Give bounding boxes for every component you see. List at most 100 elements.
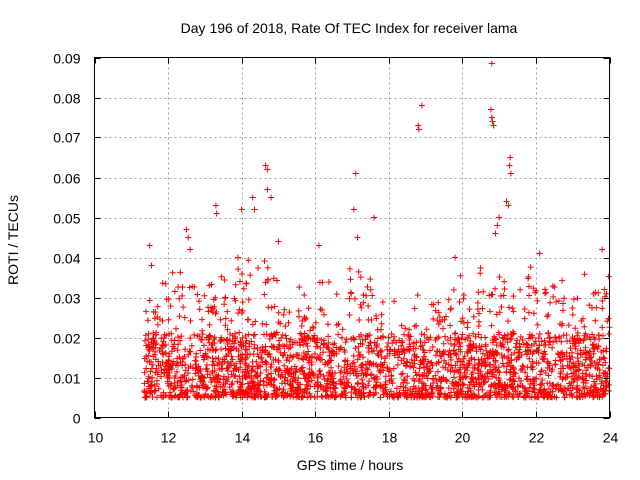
data-point bbox=[572, 339, 579, 346]
data-point bbox=[253, 358, 260, 365]
data-point bbox=[168, 381, 175, 388]
data-point bbox=[168, 365, 175, 372]
data-point bbox=[355, 348, 362, 355]
data-point bbox=[306, 378, 313, 385]
data-point bbox=[470, 340, 477, 347]
data-point bbox=[436, 385, 443, 392]
data-point bbox=[370, 360, 377, 367]
data-point bbox=[505, 318, 512, 325]
data-point bbox=[347, 370, 354, 377]
data-point bbox=[239, 299, 246, 306]
data-point bbox=[526, 331, 533, 338]
data-point bbox=[332, 385, 339, 392]
data-point bbox=[273, 277, 280, 284]
data-point bbox=[217, 316, 224, 323]
data-point bbox=[378, 347, 385, 354]
data-point bbox=[362, 370, 369, 377]
data-point bbox=[148, 365, 155, 372]
data-point bbox=[235, 266, 242, 273]
data-point bbox=[440, 325, 447, 332]
data-point bbox=[414, 388, 421, 395]
data-point bbox=[426, 368, 433, 375]
data-point bbox=[186, 348, 193, 355]
data-point bbox=[206, 321, 213, 328]
data-point bbox=[403, 379, 410, 386]
data-point bbox=[173, 368, 180, 375]
data-point bbox=[422, 387, 429, 394]
data-point bbox=[167, 392, 174, 399]
data-point bbox=[415, 122, 422, 129]
data-point bbox=[346, 265, 353, 272]
data-point bbox=[283, 335, 290, 342]
data-point bbox=[508, 351, 515, 358]
data-point bbox=[493, 342, 500, 349]
data-point bbox=[593, 386, 600, 393]
data-point bbox=[391, 298, 398, 305]
data-point bbox=[538, 390, 545, 397]
data-point bbox=[185, 234, 192, 241]
data-point bbox=[268, 370, 275, 377]
data-point bbox=[243, 354, 250, 361]
data-point bbox=[221, 373, 228, 380]
data-point bbox=[524, 373, 531, 380]
data-point bbox=[467, 387, 474, 394]
data-point bbox=[539, 355, 546, 362]
data-point bbox=[582, 344, 589, 351]
data-point bbox=[338, 390, 345, 397]
data-point bbox=[202, 350, 209, 357]
tick-marks bbox=[94, 57, 611, 419]
data-point bbox=[157, 344, 164, 351]
data-point bbox=[516, 349, 523, 356]
data-point bbox=[312, 319, 319, 326]
data-point bbox=[310, 325, 317, 332]
data-point bbox=[352, 170, 359, 177]
data-point bbox=[322, 361, 329, 368]
data-point bbox=[304, 343, 311, 350]
data-point bbox=[378, 320, 385, 327]
data-point bbox=[476, 393, 483, 400]
data-point bbox=[303, 374, 310, 381]
data-point bbox=[382, 379, 389, 386]
data-point bbox=[218, 366, 225, 373]
data-point bbox=[574, 332, 581, 339]
data-point bbox=[477, 265, 484, 272]
data-point bbox=[271, 384, 278, 391]
data-point bbox=[521, 305, 528, 312]
data-point bbox=[552, 357, 559, 364]
data-point bbox=[558, 338, 565, 345]
data-point bbox=[305, 335, 312, 342]
data-point bbox=[226, 384, 233, 391]
data-point bbox=[328, 347, 335, 354]
data-point bbox=[451, 330, 458, 337]
data-point bbox=[475, 310, 482, 317]
data-point bbox=[603, 348, 610, 355]
data-point bbox=[570, 360, 577, 367]
data-point bbox=[328, 357, 335, 364]
data-point bbox=[591, 336, 598, 343]
data-point bbox=[594, 365, 601, 372]
y-axis-label: ROTI / TECUs bbox=[5, 195, 21, 285]
data-point bbox=[535, 335, 542, 342]
data-point bbox=[561, 295, 568, 302]
data-point bbox=[278, 392, 285, 399]
data-point bbox=[566, 391, 573, 398]
data-point bbox=[219, 388, 226, 395]
data-point bbox=[584, 364, 591, 371]
data-point bbox=[384, 352, 391, 359]
data-point bbox=[538, 380, 545, 387]
data-point bbox=[176, 313, 183, 320]
data-point bbox=[459, 380, 466, 387]
data-point bbox=[214, 378, 221, 385]
data-point bbox=[273, 329, 280, 336]
data-point bbox=[185, 370, 192, 377]
data-point bbox=[356, 317, 363, 324]
data-point bbox=[285, 319, 292, 326]
data-point bbox=[203, 353, 210, 360]
data-point bbox=[239, 381, 246, 388]
data-point bbox=[351, 295, 358, 302]
data-point bbox=[342, 339, 349, 346]
data-point bbox=[564, 373, 571, 380]
data-point bbox=[290, 393, 297, 400]
data-point bbox=[212, 310, 219, 317]
data-point bbox=[333, 291, 340, 298]
